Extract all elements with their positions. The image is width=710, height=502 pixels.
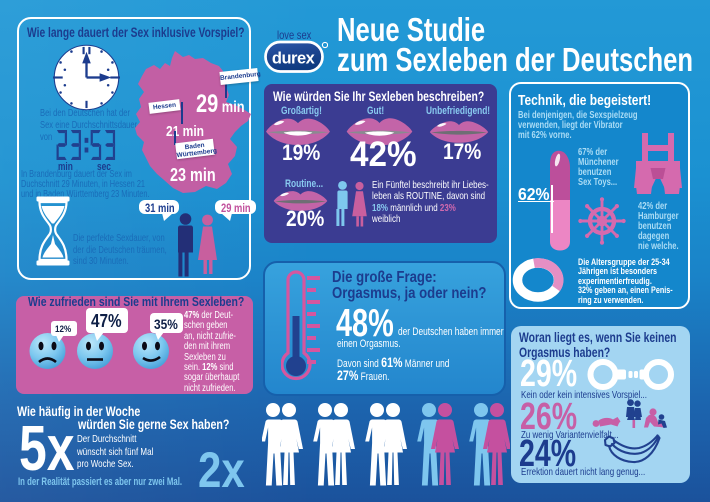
svg-text:durex: durex: [272, 48, 316, 67]
